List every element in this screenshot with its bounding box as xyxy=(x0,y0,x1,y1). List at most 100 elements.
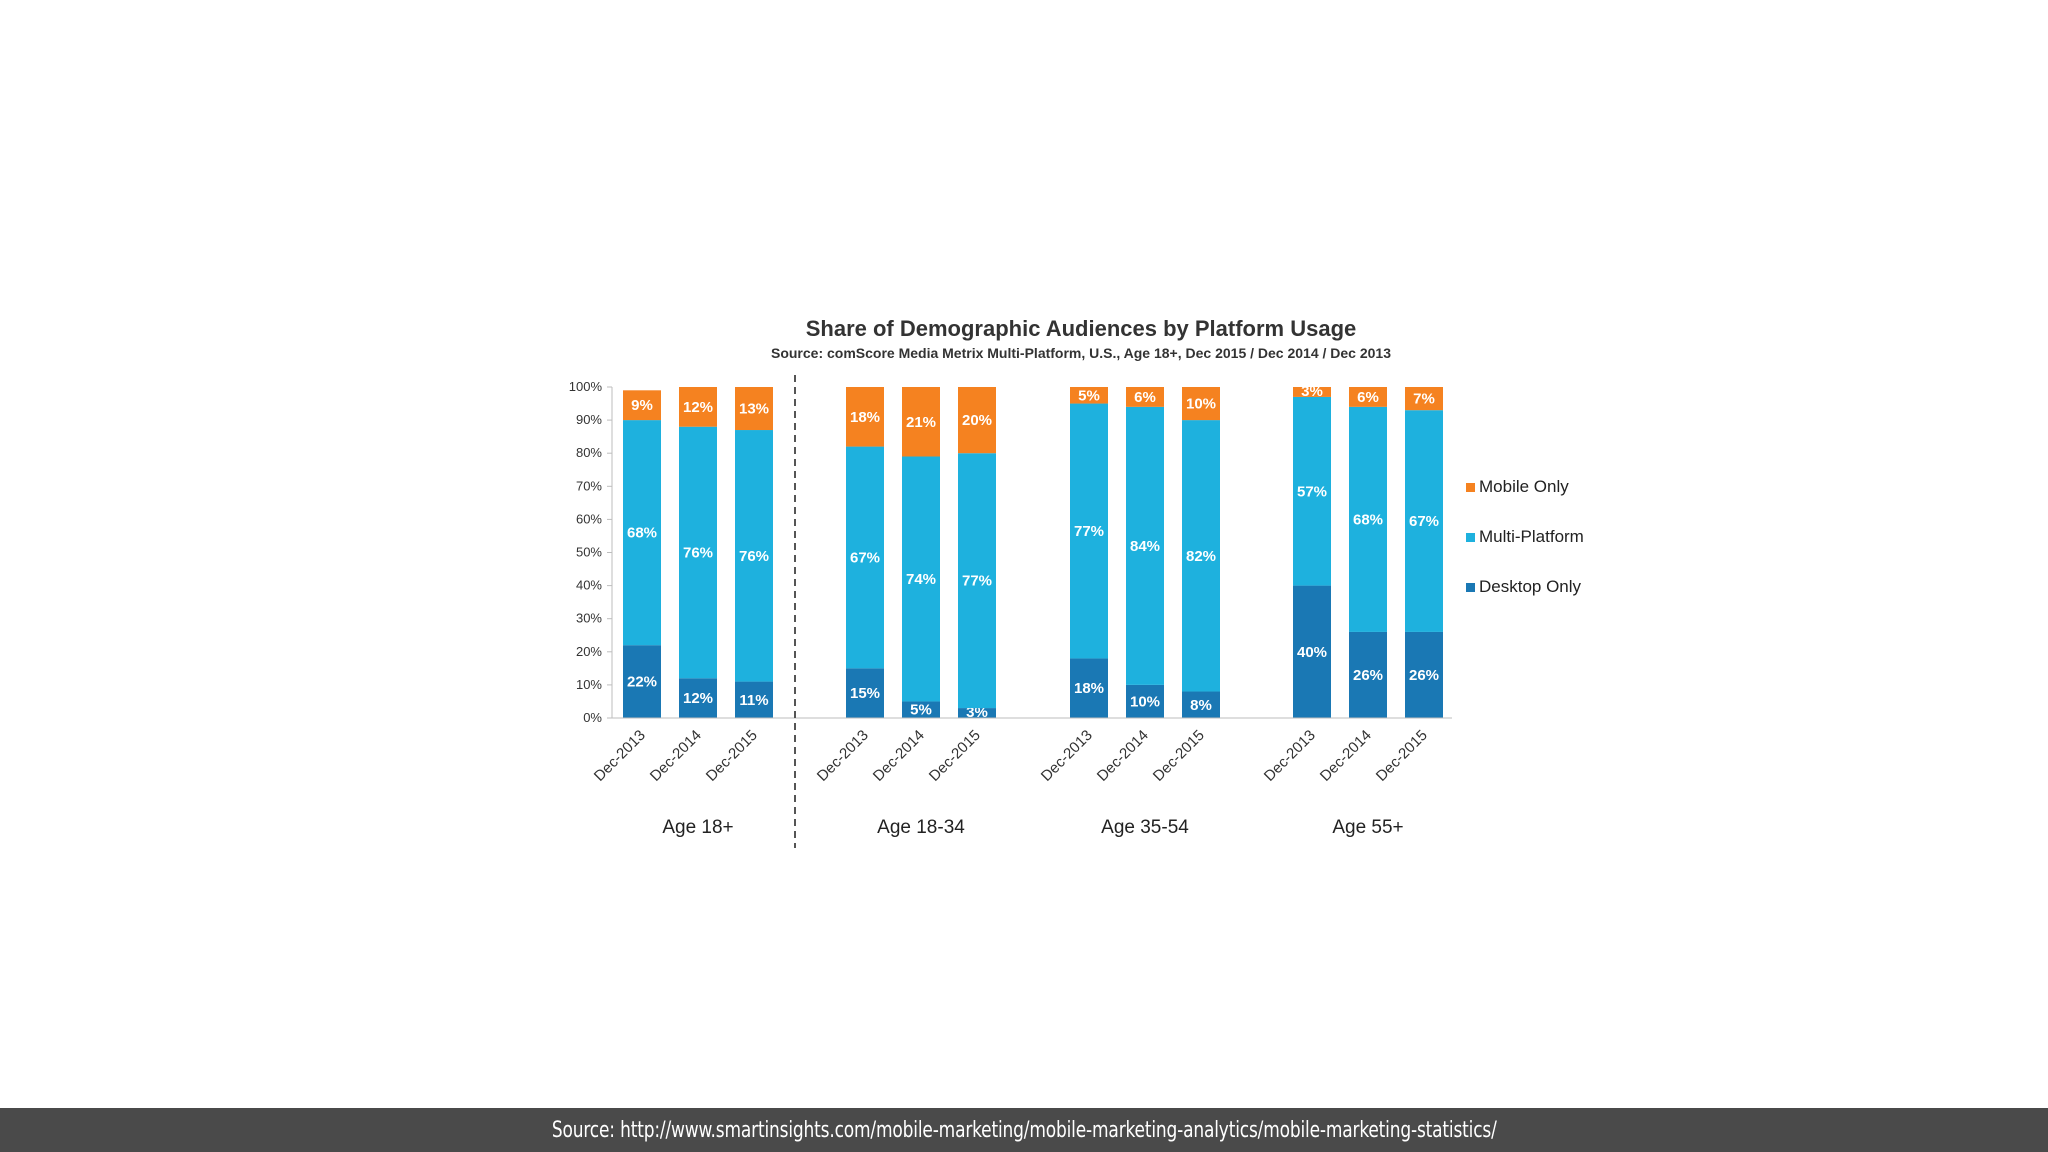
bars: 22% 68% 9% 12% 76% 12% 11% 76% 13% 15% 67% 18% 5% 74%… xyxy=(623,383,1443,721)
y-tick-label: 90% xyxy=(576,412,602,427)
data-label: 67% xyxy=(850,549,880,566)
y-tick-label: 40% xyxy=(576,578,602,593)
chart-subtitle: Source: comScore Media Metrix Multi-Plat… xyxy=(771,345,1391,361)
legend: Mobile Only Multi-Platform Desktop Only xyxy=(1466,477,1584,596)
data-label: 77% xyxy=(962,573,992,590)
legend-swatch xyxy=(1466,583,1475,592)
bar-segment-multi-platform xyxy=(1349,406,1387,632)
x-tick-label: Dec-2013 xyxy=(1261,727,1319,785)
bar-segment-mobile-only xyxy=(1405,387,1443,411)
bar-segment-multi-platform xyxy=(735,430,773,682)
chart-title: Share of Demographic Audiences by Platfo… xyxy=(806,316,1357,341)
data-label: 20% xyxy=(962,412,992,429)
data-label: 68% xyxy=(1353,511,1383,528)
data-label: 68% xyxy=(627,525,657,542)
x-tick-label: Dec-2014 xyxy=(1317,727,1375,785)
x-tick-label: Dec-2015 xyxy=(1373,727,1431,785)
data-label: 3% xyxy=(966,704,988,721)
group-label: Age 18+ xyxy=(662,817,733,838)
x-tick-label: Dec-2014 xyxy=(1094,727,1152,785)
data-label: 13% xyxy=(739,401,769,418)
bar-segment-mobile-only xyxy=(679,387,717,427)
bar-segment-mobile-only xyxy=(623,390,661,421)
x-tick-label: Dec-2015 xyxy=(1150,727,1208,785)
data-label: 8% xyxy=(1190,697,1212,714)
y-tick-label: 60% xyxy=(576,511,602,526)
bar-segment-desktop-only xyxy=(1182,691,1220,718)
data-label: 77% xyxy=(1074,523,1104,540)
x-tick-label: Dec-2015 xyxy=(703,727,761,785)
bar-segment-desktop-only xyxy=(1293,585,1331,718)
legend-label: Mobile Only xyxy=(1479,477,1569,496)
y-tick-label: 30% xyxy=(576,611,602,626)
data-label: 6% xyxy=(1134,389,1156,406)
x-tick-label: Dec-2015 xyxy=(926,727,984,785)
y-tick-label: 10% xyxy=(576,677,602,692)
data-label: 10% xyxy=(1186,396,1216,413)
bar-segment-desktop-only xyxy=(1405,631,1443,718)
legend-label: Desktop Only xyxy=(1479,577,1582,596)
bar-segment-desktop-only xyxy=(1070,658,1108,718)
bar-segment-multi-platform xyxy=(1126,406,1164,685)
data-label: 84% xyxy=(1130,538,1160,555)
bar-segment-mobile-only xyxy=(958,387,996,454)
bar-segment-multi-platform xyxy=(958,453,996,709)
y-tick-label: 80% xyxy=(576,445,602,460)
bar-segment-mobile-only xyxy=(735,387,773,431)
bar-segment-desktop-only xyxy=(679,678,717,718)
source-link-text: Source: http://www.smartinsights.com/mob… xyxy=(551,1117,1497,1143)
bar-segment-mobile-only xyxy=(1126,387,1164,407)
bar-segment-mobile-only xyxy=(1293,387,1331,397)
data-label: 5% xyxy=(910,702,932,719)
data-label: 15% xyxy=(850,685,880,702)
group-label: Age 35-54 xyxy=(1101,817,1189,838)
bar-segment-multi-platform xyxy=(846,446,884,669)
data-label: 18% xyxy=(1074,680,1104,697)
bar-segment-desktop-only xyxy=(735,681,773,718)
bar-segment-multi-platform xyxy=(1182,420,1220,692)
data-label: 22% xyxy=(627,674,657,691)
data-label: 6% xyxy=(1357,389,1379,406)
bar-segment-multi-platform xyxy=(1293,396,1331,586)
data-label: 10% xyxy=(1130,693,1160,710)
bar-segment-multi-platform xyxy=(623,420,661,646)
bar-segment-multi-platform xyxy=(1070,403,1108,659)
x-tick-label: Dec-2014 xyxy=(870,727,928,785)
data-label: 26% xyxy=(1409,667,1439,684)
data-label: 82% xyxy=(1186,548,1216,565)
bar-segment-desktop-only xyxy=(623,645,661,718)
group-label: Age 18-34 xyxy=(877,817,965,838)
data-label: 9% xyxy=(631,397,653,414)
x-tick-label: Dec-2013 xyxy=(814,727,872,785)
data-label: 12% xyxy=(683,399,713,416)
x-tick-label: Dec-2014 xyxy=(647,727,705,785)
y-axis: 0% 10% 20% 30% 40% 50% 60% 70% 80% 90% 100% xyxy=(569,379,613,725)
data-label: 21% xyxy=(906,414,936,431)
y-tick-label: 20% xyxy=(576,644,602,659)
data-label: 57% xyxy=(1297,483,1327,500)
bar-segment-desktop-only xyxy=(1126,684,1164,718)
data-label: 3% xyxy=(1301,383,1323,400)
data-label: 74% xyxy=(906,571,936,588)
data-label: 12% xyxy=(683,690,713,707)
bar-segment-multi-platform xyxy=(1405,410,1443,632)
y-tick-label: 100% xyxy=(569,379,603,394)
bar-segment-desktop-only xyxy=(902,701,940,718)
y-tick-label: 0% xyxy=(583,710,602,725)
data-label: 7% xyxy=(1413,391,1435,408)
bar-segment-mobile-only xyxy=(846,387,884,447)
legend-label: Multi-Platform xyxy=(1479,527,1584,546)
x-tick-label: Dec-2013 xyxy=(591,727,649,785)
bar-segment-multi-platform xyxy=(679,426,717,679)
bar-segment-desktop-only xyxy=(1349,631,1387,718)
bar-segment-mobile-only xyxy=(1070,387,1108,404)
bar-segment-mobile-only xyxy=(1349,387,1387,407)
data-label: 5% xyxy=(1078,387,1100,404)
data-label: 76% xyxy=(683,545,713,562)
data-label: 76% xyxy=(739,548,769,565)
bar-segment-mobile-only xyxy=(902,387,940,457)
bar-segment-multi-platform xyxy=(902,456,940,702)
bar-segment-desktop-only xyxy=(958,708,996,718)
bar-segment-desktop-only xyxy=(846,668,884,718)
data-label: 26% xyxy=(1353,667,1383,684)
